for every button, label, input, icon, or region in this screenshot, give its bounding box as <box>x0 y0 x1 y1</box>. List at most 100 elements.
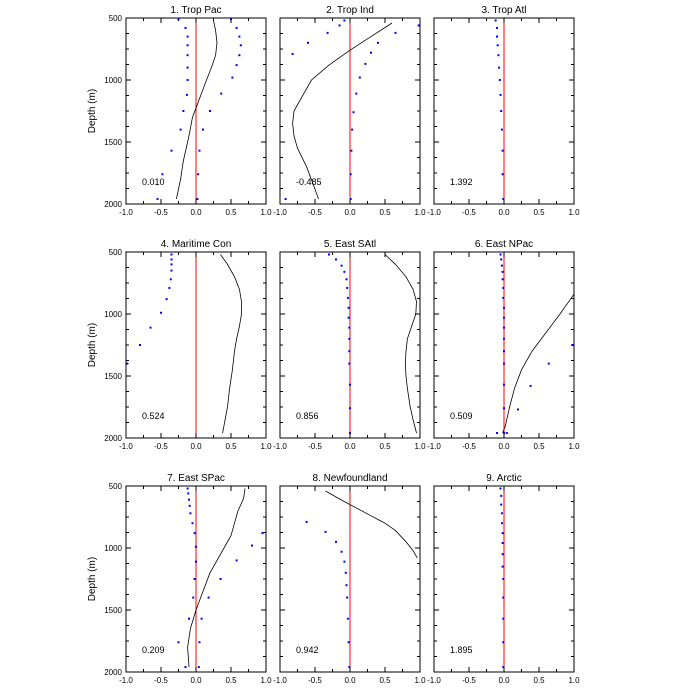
x-tick-label: -0.5 <box>462 676 476 685</box>
data-point <box>529 384 532 387</box>
data-point <box>417 24 420 27</box>
data-point <box>502 596 505 599</box>
panel-title: 1. Trop Pac <box>170 5 221 16</box>
data-point <box>498 79 501 81</box>
data-point <box>496 432 498 435</box>
y-tick-label: 500 <box>109 482 123 491</box>
x-tick-label: 0.0 <box>190 676 202 685</box>
data-point <box>238 35 241 38</box>
data-point <box>169 278 172 281</box>
data-point <box>198 641 201 644</box>
data-point <box>497 54 500 57</box>
data-point <box>502 666 505 669</box>
data-point <box>350 149 353 152</box>
data-point <box>502 641 505 644</box>
data-point <box>186 35 189 38</box>
data-point <box>502 617 505 620</box>
data-point <box>347 306 350 309</box>
y-tick-label: 2000 <box>104 668 122 677</box>
data-point <box>185 93 188 96</box>
data-point <box>170 263 173 266</box>
data-point <box>156 198 159 201</box>
panel-9: -1.0 -0.5 0.0 0.5 1.0 9. Arctic 1.895 <box>427 473 580 685</box>
data-point <box>496 26 498 29</box>
panel-value-label: 0.856 <box>296 411 319 421</box>
data-point <box>500 494 503 497</box>
data-point <box>126 362 129 365</box>
data-point <box>503 383 505 386</box>
data-point <box>355 92 358 95</box>
data-point <box>343 270 346 273</box>
x-tick-label: 1.0 <box>260 676 272 685</box>
data-point <box>209 110 211 112</box>
data-point <box>503 337 505 340</box>
data-point <box>195 560 197 563</box>
data-point <box>179 128 182 131</box>
data-point <box>502 286 505 289</box>
x-tick-label: -1.0 <box>119 676 133 685</box>
y-tick-label: 2000 <box>104 434 122 443</box>
panel-value-label: 0.942 <box>296 645 319 655</box>
data-point <box>500 522 503 525</box>
data-point <box>496 44 499 47</box>
data-point <box>503 306 505 309</box>
data-point <box>197 666 200 669</box>
data-point <box>517 408 519 411</box>
data-point <box>502 296 505 299</box>
panel-6: -1.0 -0.5 0.0 0.5 1.0 6. East NPac 0.509 <box>427 239 580 451</box>
x-tick-label: -0.5 <box>154 676 168 685</box>
y-tick-label: 1000 <box>104 544 122 553</box>
data-point <box>344 571 347 574</box>
data-point <box>230 18 232 21</box>
x-tick-label: 0.0 <box>498 208 510 217</box>
x-tick-label: -1.0 <box>119 208 133 217</box>
panel-2: -1.0 -0.5 0.0 0.5 1.0 2. Trop Ind -0.485 <box>273 5 426 217</box>
x-tick-label: 1.0 <box>568 676 580 685</box>
y-tick-label: 500 <box>109 14 123 23</box>
x-tick-label: 1.0 <box>414 442 426 451</box>
x-tick-label: -0.5 <box>462 208 476 217</box>
data-point <box>239 44 242 47</box>
profile-curve <box>325 490 418 559</box>
y-tick-label: 1000 <box>104 76 122 85</box>
data-point <box>220 92 223 95</box>
x-tick-label: -0.5 <box>154 442 168 451</box>
x-tick-label: -1.0 <box>427 442 441 451</box>
x-tick-label: -1.0 <box>427 676 441 685</box>
data-point <box>501 149 504 152</box>
data-point <box>502 578 505 580</box>
data-point <box>500 110 503 112</box>
data-point <box>324 530 327 533</box>
x-tick-label: 0.0 <box>344 208 356 217</box>
data-point <box>284 198 287 201</box>
data-point <box>343 19 346 22</box>
data-point <box>184 666 187 669</box>
profile-curve <box>176 20 218 200</box>
panel-7: -1.0 -0.5 0.0 0.5 1.0 500 1000 1500 2000 Depth (m… <box>87 473 272 685</box>
data-point <box>193 578 196 580</box>
data-point <box>235 64 238 67</box>
y-tick-label: 1500 <box>104 372 122 381</box>
x-tick-label: -1.0 <box>119 442 133 451</box>
y-tick-label: 2000 <box>104 200 122 209</box>
data-point <box>346 286 349 289</box>
data-point <box>348 326 351 329</box>
data-point <box>571 344 574 346</box>
data-point <box>188 504 191 507</box>
data-point <box>200 617 203 620</box>
data-point <box>160 311 162 314</box>
data-point <box>187 492 190 495</box>
data-point <box>503 432 505 435</box>
data-point <box>196 198 199 201</box>
x-tick-label: 0.5 <box>379 208 391 217</box>
data-point <box>503 316 505 319</box>
y-axis-label: Depth (m) <box>87 89 98 133</box>
panel-value-label: -0.485 <box>296 177 322 187</box>
data-point <box>502 198 505 201</box>
x-tick-label: 0.5 <box>379 442 391 451</box>
data-point <box>192 596 195 599</box>
y-tick-label: 1000 <box>104 310 122 319</box>
panel-title: 4. Maritime Con <box>161 239 232 250</box>
data-point <box>343 560 346 563</box>
